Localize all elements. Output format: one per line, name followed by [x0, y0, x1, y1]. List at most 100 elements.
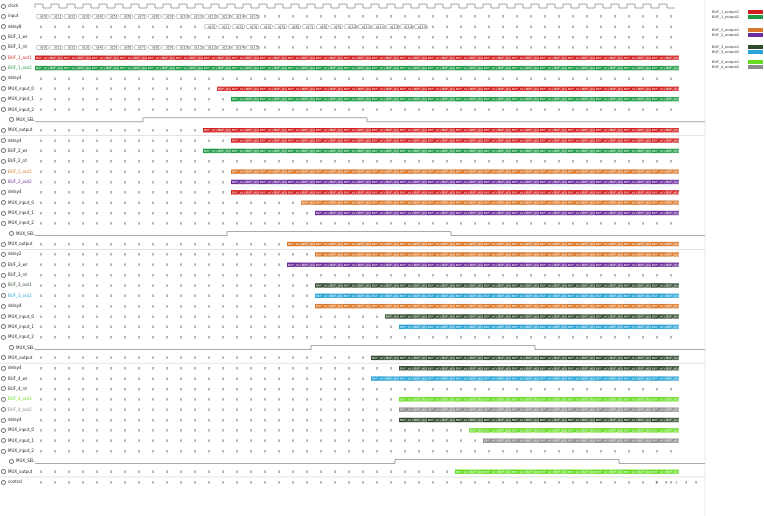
data-block-label: BUF_x[i]/x[j]: [498, 418, 516, 422]
data-block-label: BUF_x[i]/x[j]: [288, 180, 306, 184]
bus-value: 0: [670, 35, 673, 39]
data-block-label: BUF_x[i]/x[j]: [624, 180, 642, 184]
bus-value-box: [63, 14, 78, 19]
bus-value: 0: [194, 211, 197, 215]
data-block-label: BUF_x[i]/x[j]: [358, 97, 376, 101]
bus-value: 0: [390, 367, 393, 371]
data-block: [287, 262, 301, 267]
data-block-label: BUF_x[i]/x[j]: [344, 97, 362, 101]
data-block: [539, 169, 553, 174]
data-block: [595, 169, 609, 174]
bus-value: 0: [138, 97, 141, 101]
bus-value: 0: [68, 480, 71, 484]
signal-pin-icon: [1, 272, 6, 278]
bus-value: 0: [614, 273, 617, 277]
bus-value: 0: [264, 377, 267, 381]
bus-value: 0: [54, 325, 57, 329]
data-block-label: BUF_x[i]/x[j]: [498, 56, 516, 60]
data-block-label: BUF_x[i]/x[j]: [512, 470, 530, 474]
data-block: [567, 210, 581, 216]
data-block: [609, 200, 623, 205]
data-block: [623, 190, 637, 195]
bus-value: 0: [54, 367, 57, 371]
signal-pin-icon: [1, 189, 6, 195]
data-block-label: BUF_x[i]/x[j]: [386, 263, 404, 267]
data-block-label: BUF_x[i]/x[j]: [386, 294, 404, 298]
data-block-label: BUF_x[i]/x[j]: [358, 304, 376, 308]
data-block: [581, 355, 595, 361]
data-block: [273, 86, 287, 91]
data-block: [511, 262, 525, 267]
bus-value: 0: [334, 398, 337, 402]
data-block: [623, 210, 637, 216]
data-block: [343, 169, 357, 174]
data-block: [651, 190, 665, 195]
data-block: [497, 128, 511, 133]
data-block: [469, 138, 483, 143]
data-block: [511, 169, 525, 174]
data-block: [511, 314, 525, 319]
data-block-label: BUF_x[i]/x[j]: [526, 397, 544, 401]
data-block-label: BUF_x[i]/x[j]: [526, 66, 544, 70]
data-block: [609, 179, 623, 185]
bus-value: 0: [82, 35, 85, 39]
data-block-label: BUF_x[i]/x[j]: [526, 439, 544, 443]
data-block: [203, 148, 217, 154]
bus-value: 0: [432, 470, 435, 474]
data-block: [273, 169, 287, 174]
data-block-label: BUF_x[i]/x[j]: [526, 56, 544, 60]
data-block-label: BUF_x[i]/x[j]: [554, 377, 572, 381]
bus-value: 0: [670, 480, 673, 484]
bus-value: 0: [278, 263, 281, 267]
data-block-label: BUF_x[i]/x[j]: [582, 128, 600, 132]
data-block-label: BUF_x[i]/x[j]: [442, 190, 460, 194]
bus-value: 0: [40, 160, 43, 164]
bus-value: 0: [460, 387, 463, 391]
data-block-label: BUF_x[i]/x[j]: [288, 128, 306, 132]
data-block-label: BUF_x[i]/x[j]: [666, 128, 684, 132]
signal-label-text: MUX_output: [8, 127, 33, 133]
data-block-label: BUF_x[i]/x[j]: [666, 56, 684, 60]
data-block: [609, 148, 623, 154]
bus-value: 0: [586, 273, 589, 277]
data-block-label: BUF_x[i]/x[j]: [246, 56, 264, 60]
bus-value: 0: [54, 398, 57, 402]
data-block: [637, 86, 651, 91]
bus-value: 0: [96, 449, 99, 453]
data-block: [497, 314, 511, 319]
data-block: [77, 55, 91, 60]
data-block-label: BUF_x[i]/x[j]: [596, 418, 614, 422]
data-block-label: BUF_x[i]/x[j]: [414, 366, 432, 370]
bus-value: 0: [110, 439, 113, 443]
data-block-label: BUF_x[i]/x[j]: [456, 139, 474, 143]
data-block: [441, 324, 455, 330]
signal-label-text: delay8: [8, 23, 22, 29]
bus-value: 0: [138, 294, 141, 298]
data-block: [413, 169, 427, 174]
data-block: [315, 148, 329, 154]
data-block: [357, 179, 371, 185]
signal-pin-icon: [9, 345, 14, 351]
data-block-label: BUF_x[i]/x[j]: [414, 201, 432, 205]
bus-value: 0: [180, 139, 183, 143]
bus-value: 0: [68, 387, 71, 391]
bus-value: 0: [432, 480, 435, 484]
data-block: [287, 55, 301, 60]
bus-value: 0: [208, 160, 211, 164]
bus-value: x[0]: [40, 46, 48, 50]
bus-value: x[2]: [68, 15, 76, 19]
bus-value: x[2]: [68, 46, 76, 50]
bus-value: 0: [418, 470, 421, 474]
data-block: [539, 65, 553, 71]
data-block-label: BUF_x[i]/x[j]: [36, 56, 54, 60]
bus-value: 0: [180, 108, 183, 112]
data-block: [455, 241, 469, 247]
data-block-label: BUF_x[i]/x[j]: [666, 66, 684, 70]
bus-value: 0: [96, 160, 99, 164]
data-block-label: BUF_x[i]/x[j]: [470, 87, 488, 91]
bus-value: 0: [208, 273, 211, 277]
data-block-label: BUF_x[i]/x[j]: [260, 170, 278, 174]
data-block-label: BUF_x[i]/x[j]: [554, 428, 572, 432]
data-block-label: BUF_x[i]/x[j]: [512, 263, 530, 267]
data-block-label: BUF_x[i]/x[j]: [442, 397, 460, 401]
